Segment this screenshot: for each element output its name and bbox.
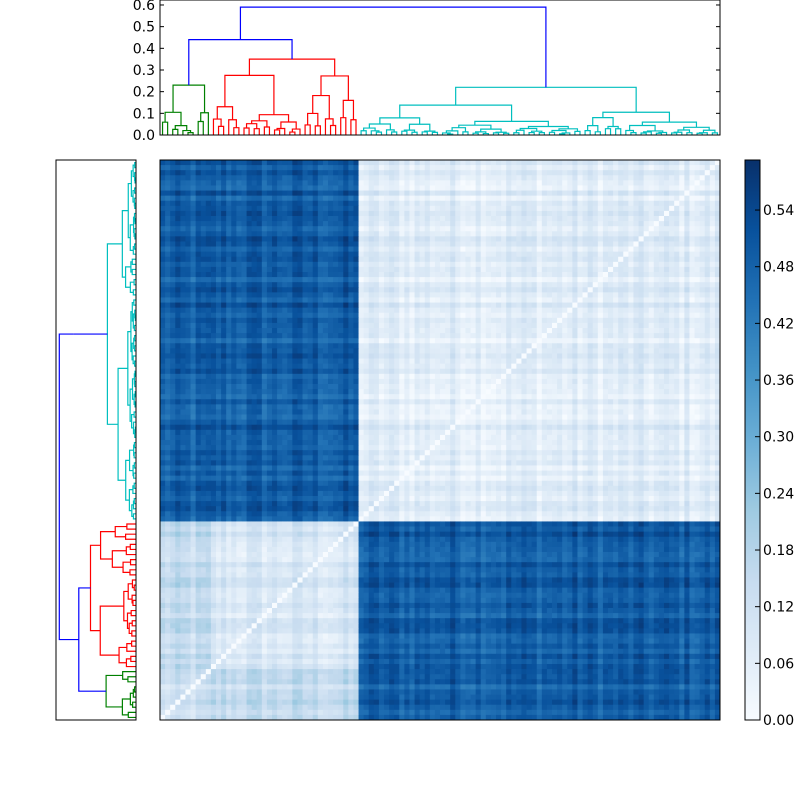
left-dendrogram-frame bbox=[55, 159, 137, 721]
top-dendrogram-frame bbox=[159, 0, 721, 136]
top-dendrogram bbox=[161, 6, 719, 135]
svg-text:0.3: 0.3 bbox=[133, 63, 155, 79]
svg-text:0.4: 0.4 bbox=[133, 41, 155, 57]
colorbar-ticks: 0.000.060.120.180.240.300.360.420.480.54 bbox=[755, 203, 794, 729]
heatmap-frame bbox=[159, 159, 721, 721]
top-dendrogram-yaxis: 0.0 0.1 0.2 0.3 0.4 0.5 0.6 bbox=[133, 0, 720, 144]
left-dendrogram bbox=[58, 161, 137, 719]
heatmap-matrix bbox=[160, 160, 721, 721]
colorbar bbox=[744, 159, 761, 721]
svg-text:0.6: 0.6 bbox=[133, 0, 155, 14]
svg-text:0.5: 0.5 bbox=[133, 20, 155, 36]
svg-text:0.1: 0.1 bbox=[133, 106, 155, 122]
svg-text:0.2: 0.2 bbox=[133, 85, 155, 101]
svg-text:0.0: 0.0 bbox=[133, 128, 155, 144]
